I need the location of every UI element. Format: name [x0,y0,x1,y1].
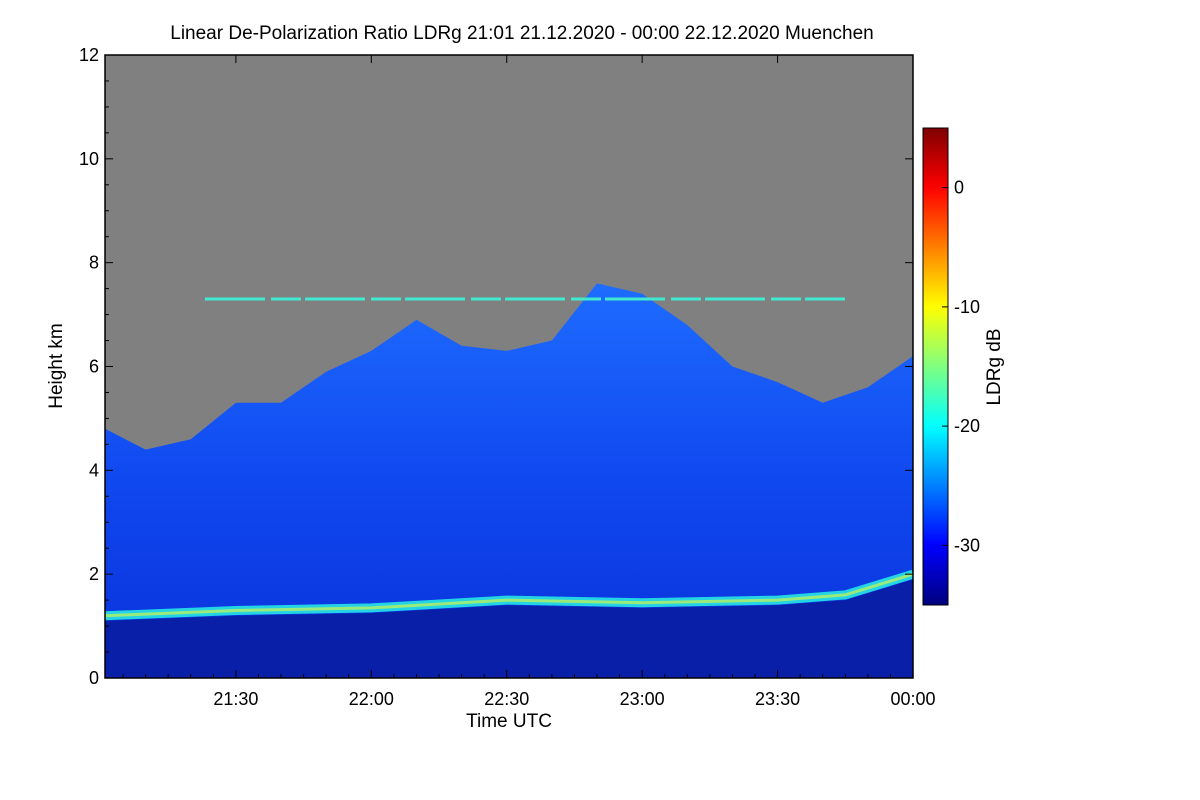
colorbar-tick-label: -10 [954,297,980,317]
x-axis: 21:30 22:00 22:30 23:00 23:30 00:00 [122,55,936,709]
x-axis-label: Time UTC [466,711,552,732]
y-axis: 0 2 4 6 8 10 12 [79,45,913,688]
y-tick-label: 6 [89,357,99,377]
x-tick-label: 23:00 [620,689,665,709]
x-tick-label: 21:30 [213,689,258,709]
y-tick-label: 0 [89,668,99,688]
cloud-region [105,283,913,678]
colorbar-label: LDRg dB [984,328,1005,405]
colorbar-tick-label: -20 [954,416,980,436]
colorbar-tick-label: -30 [954,535,980,555]
x-tick-label: 00:00 [890,689,935,709]
boundary-layer-top-core [105,572,913,618]
chart-title: Linear De-Polarization Ratio LDRg 21:01 … [170,23,873,44]
y-tick-label: 8 [89,253,99,273]
y-tick-label: 2 [89,564,99,584]
y-axis-label: Height km [46,323,67,409]
plot-area [105,55,913,678]
y-tick-label: 12 [79,45,99,65]
boundary-layer-region [105,579,913,678]
x-tick-label: 23:30 [755,689,800,709]
y-tick-label: 10 [79,149,99,169]
y-tick-label: 4 [89,460,99,480]
colorbar-tick-label: 0 [954,178,964,198]
x-tick-label: 22:30 [484,689,529,709]
colorbar-gradient [922,127,949,606]
x-tick-label: 22:00 [349,689,394,709]
colorbar: 0 -10 -20 -30 LDRg dB [922,127,1005,606]
